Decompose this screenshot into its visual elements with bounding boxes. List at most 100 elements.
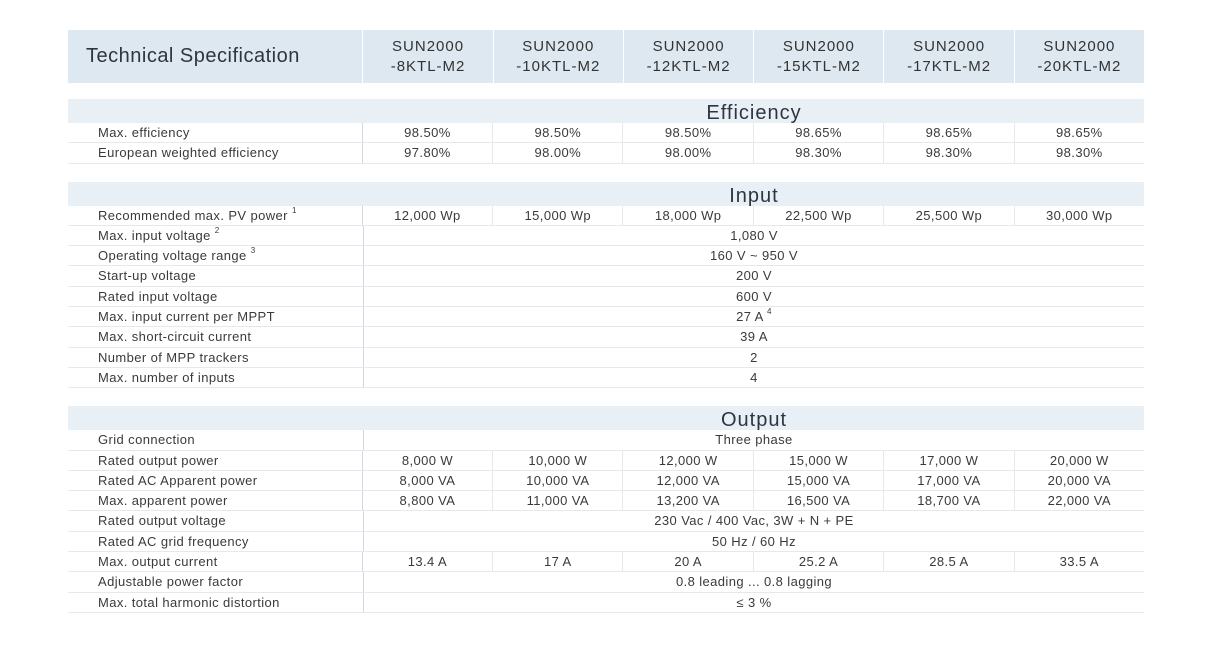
model-suffix: -17KTL-M2 — [907, 57, 992, 75]
spec-row-label: Max. efficiency — [68, 123, 363, 143]
spec-value: 33.5 A — [1059, 554, 1099, 570]
spec-header: Technical Specification SUN2000 -8KTL-M2 … — [68, 30, 1144, 83]
spec-label-text: Recommended max. PV power — [98, 207, 288, 223]
model-suffix: -10KTL-M2 — [516, 57, 601, 75]
spec-row: Rated AC Apparent power 8,000 VA 10,000 VA… — [68, 470, 1144, 492]
spec-row-label: Rated AC Apparent power — [68, 470, 363, 491]
spec-value-shared: 160 V ~ 950 V — [364, 246, 1144, 265]
model-col-10k: SUN2000 -10KTL-M2 — [492, 30, 623, 83]
section-title: Output — [68, 406, 1144, 431]
spec-label-text: Max. input voltage — [98, 227, 211, 243]
spec-value: 98.50% — [623, 123, 754, 143]
model-name: SUN2000 — [913, 37, 986, 55]
spec-value: 22,500 Wp — [754, 205, 885, 225]
spec-row: Max. input voltage 2 1,080 V — [68, 225, 1144, 247]
spec-row-label: Operating voltage range 3 — [68, 246, 364, 266]
spec-value: 16,500 VA — [754, 491, 885, 511]
spec-value: 98.30% — [1056, 145, 1103, 161]
spec-value: 15,000 W — [754, 450, 885, 470]
spec-value-text: 0.8 leading ... 0.8 lagging — [675, 574, 833, 590]
spec-value: 12,000 W — [623, 450, 754, 470]
spec-value-shared: 200 V — [364, 266, 1144, 285]
model-suffix: -12KTL-M2 — [646, 57, 731, 75]
spec-label-text: Start-up voltage — [98, 268, 197, 284]
spec-row-label: Max. total harmonic distortion — [68, 592, 364, 612]
spec-value-shared: 4 — [364, 368, 1144, 387]
spec-row: Number of MPP trackers 2 — [68, 347, 1144, 368]
spec-value: 13.4 A — [363, 552, 494, 572]
spec-value: 8,000 W — [363, 450, 494, 470]
spec-row: Rated output power 8,000 W 10,000 W 12,000 … — [68, 450, 1144, 471]
spec-label-text: Max. short-circuit current — [98, 329, 252, 345]
spec-row-label: Max. input voltage 2 — [68, 225, 364, 246]
spec-label-text: Rated output power — [98, 452, 219, 468]
spec-row-label: Grid connection — [68, 430, 364, 450]
spec-value: 18,000 Wp — [623, 205, 754, 225]
spec-value-text: 50 Hz / 60 Hz — [712, 533, 796, 549]
spec-value-text: 27 A — [736, 309, 764, 325]
section-title: Efficiency — [68, 99, 1144, 124]
spec-row: Max. number of inputs 4 — [68, 367, 1144, 389]
spec-value: 98.50% — [363, 123, 494, 143]
spec-value-text: 2 — [750, 349, 758, 365]
spec-value-shared: 2 — [364, 348, 1144, 367]
footnote-marker: 3 — [250, 246, 256, 256]
spec-value: 20,000 W — [1049, 452, 1109, 468]
spec-row: Max. efficiency 98.50% 98.50% 98.50% 98.65% 9… — [68, 123, 1144, 144]
spec-row-label: Adjustable power factor — [68, 572, 364, 592]
spec-value-shared: 230 Vac / 400 Vac, 3W + N + PE — [364, 511, 1144, 530]
spec-label-text: Rated input voltage — [98, 288, 218, 304]
spec-value-text: 4 — [750, 369, 758, 385]
spec-value-shared: 1,080 V — [364, 226, 1144, 245]
spec-row: Max. short-circuit current 39 A — [68, 327, 1144, 348]
spec-value: 8,000 VA — [363, 470, 494, 491]
spec-row-label: Max. short-circuit current — [68, 327, 364, 347]
spec-value: 8,800 VA — [363, 491, 494, 511]
spec-value-shared: 27 A 4 — [364, 307, 1144, 326]
spec-row: Adjustable power factor 0.8 leading ... 0… — [68, 572, 1144, 593]
spec-value: 15,000 Wp — [493, 205, 624, 225]
spec-value-text: ≤ 3 % — [736, 594, 772, 610]
input-section: Input Recommended max. PV power 1 12,000 … — [68, 181, 1144, 389]
spec-row: Max. apparent power 8,800 VA 11,000 VA 13,2… — [68, 491, 1144, 512]
model-suffix: -20KTL-M2 — [1037, 57, 1122, 75]
spec-row: Rated output voltage 230 Vac / 400 Vac, 3… — [68, 511, 1144, 532]
model-name: SUN2000 — [392, 37, 465, 55]
spec-label-text: Max. efficiency — [98, 125, 190, 140]
spec-value: 17 A — [493, 552, 624, 572]
spec-value: 98.50% — [493, 123, 624, 143]
spec-value-text: 160 V ~ 950 V — [710, 248, 798, 264]
spec-value-text: 200 V — [736, 268, 772, 284]
spec-value: 28.5 A — [884, 552, 1015, 572]
spec-label-text: Grid connection — [98, 432, 196, 448]
spec-row: Rated AC grid frequency 50 Hz / 60 Hz — [68, 531, 1144, 553]
spec-sheet: Technical Specification SUN2000 -8KTL-M2 … — [68, 30, 1144, 613]
spec-row-label: European weighted efficiency — [68, 143, 363, 163]
spec-value: 98.65% — [884, 123, 1015, 143]
spec-value: 15,000 VA — [754, 470, 885, 491]
spec-row: Rated input voltage 600 V — [68, 286, 1144, 308]
model-name: SUN2000 — [782, 37, 855, 55]
efficiency-section: Efficiency Max. efficiency 98.50% 98.50% 98… — [68, 99, 1144, 164]
spec-value: 13,200 VA — [623, 491, 754, 511]
spec-value: 20,000 VA — [1047, 472, 1111, 488]
output-section: Output Grid connection Three phase Rated o… — [68, 406, 1144, 613]
spec-value-shared: 39 A — [364, 327, 1144, 346]
spec-value: 17,000 VA — [884, 470, 1015, 491]
spec-value-shared: 0.8 leading ... 0.8 lagging — [364, 572, 1144, 591]
spec-value-text: 1,080 V — [730, 227, 778, 243]
spec-row-label: Max. number of inputs — [68, 367, 364, 388]
spec-label-text: Adjustable power factor — [98, 574, 244, 590]
spec-value: 11,000 VA — [493, 491, 624, 511]
spec-row-label: Start-up voltage — [68, 266, 364, 286]
spec-row-label: Rated input voltage — [68, 286, 364, 307]
spec-label-text: Max. output current — [98, 554, 218, 570]
model-name: SUN2000 — [652, 37, 725, 55]
model-name: SUN2000 — [522, 37, 595, 55]
spec-value: 22,000 VA — [1047, 493, 1111, 509]
spec-label-text: Rated AC grid frequency — [98, 533, 249, 549]
spec-label-text: Operating voltage range — [98, 248, 247, 264]
spec-row-label: Rated output power — [68, 450, 363, 470]
spec-value-text: 230 Vac / 400 Vac, 3W + N + PE — [654, 513, 854, 529]
